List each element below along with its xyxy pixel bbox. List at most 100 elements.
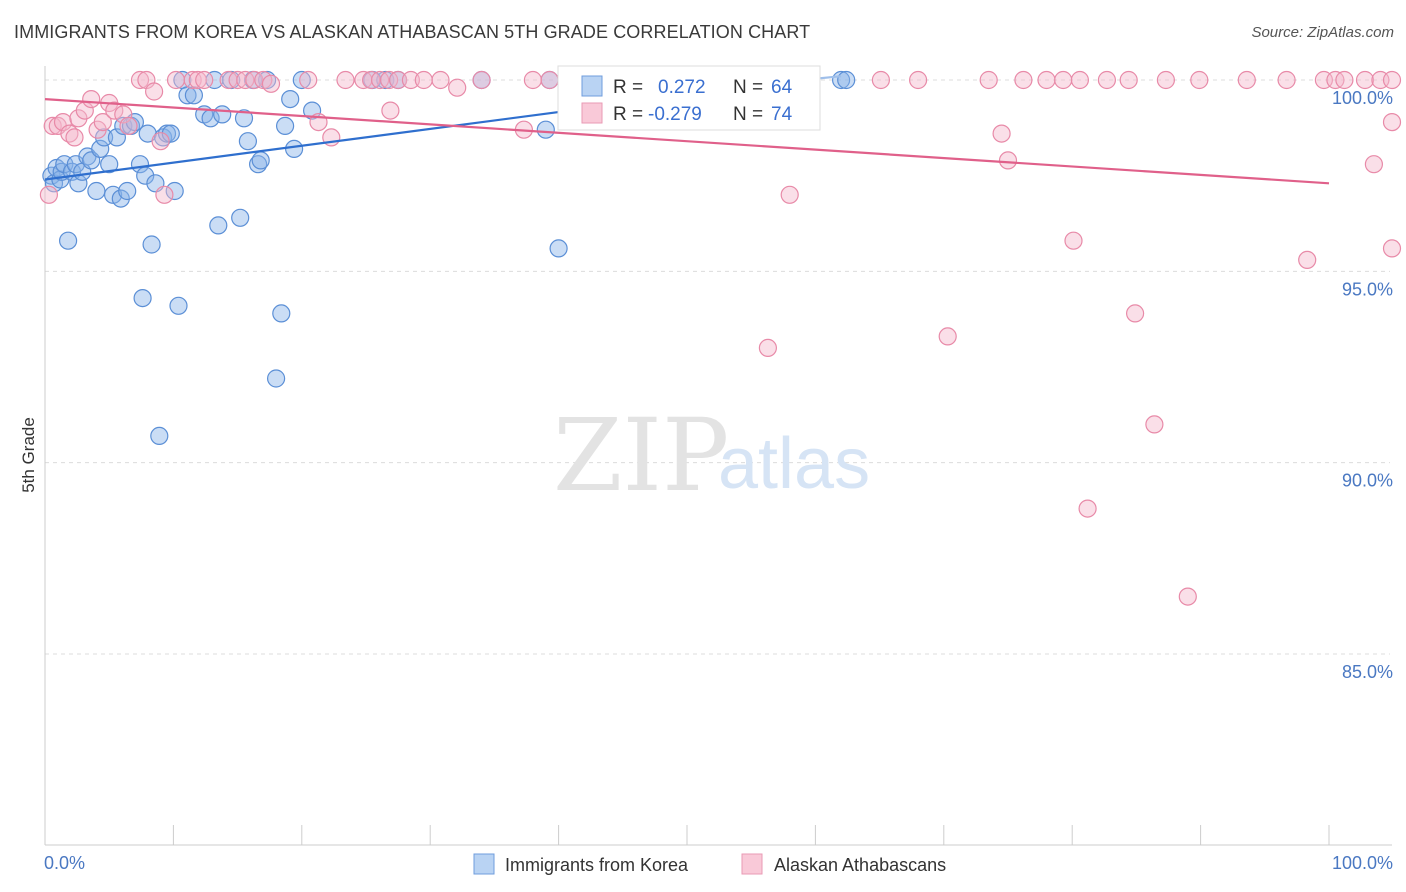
athabascan-point-30 (299, 70, 318, 90)
legend-r-label-athabascan: R = (613, 104, 643, 125)
athabascan-point-83 (1382, 239, 1402, 258)
korea-point-21 (118, 181, 137, 201)
athabascan-point-68 (1125, 304, 1145, 323)
y-axis-title: 5th Grade (19, 417, 38, 493)
legend-swatch-korea (581, 75, 603, 97)
watermark: ZIP atlas (553, 397, 870, 514)
athabascan-point-62 (1054, 70, 1073, 90)
korea-point-45 (231, 208, 250, 227)
legend-n-label-athabascan: N = (733, 104, 763, 125)
athabascan-point-52 (780, 185, 799, 204)
korea-point-30 (150, 426, 169, 445)
athabascan-point-22 (188, 70, 207, 90)
legend-swatch-athabascan (581, 102, 603, 124)
korea-point-16 (100, 155, 119, 174)
korea-point-54 (276, 116, 295, 136)
athabascan-point-73 (1237, 70, 1256, 90)
source-label: Source: ZipAtlas.com (1251, 24, 1394, 41)
x-tick-label-1: 100.0% (1332, 853, 1393, 873)
korea-point-57 (292, 70, 311, 90)
watermark-atlas: atlas (718, 424, 870, 504)
athabascan-point-12 (105, 101, 124, 120)
athabascan-point-58 (992, 124, 1011, 143)
bottom-legend-swatch-athabascan (741, 853, 763, 875)
legend-r-value-athabascan: -0.279 (648, 104, 702, 125)
chart-title: IMMIGRANTS FROM KOREA VS ALASKAN ATHABAS… (14, 22, 811, 42)
athabascan-point-64 (1070, 70, 1090, 90)
korea-point-25 (133, 289, 152, 308)
athabascan-point-57 (979, 70, 998, 90)
athabascan-point-79 (1355, 70, 1375, 90)
athabascan-point-67 (1119, 70, 1138, 90)
athabascan-point-75 (1298, 250, 1317, 269)
athabascan-point-63 (1064, 231, 1083, 250)
korea-point-32 (157, 124, 177, 143)
athabascan-point-8 (82, 89, 101, 109)
athabascan-point-80 (1364, 155, 1384, 174)
athabascan-point-56 (938, 327, 957, 346)
athabascan-point-17 (145, 82, 164, 101)
bottom-legend-label-athabascan: Alaskan Athabascans (774, 855, 946, 875)
korea-point-43 (213, 105, 232, 124)
legend-r-value-korea: 0.272 (658, 77, 706, 98)
athabascan-point-65 (1078, 499, 1097, 518)
athabascan-point-41 (414, 70, 433, 90)
athabascan-point-70 (1156, 70, 1176, 90)
athabascan-point-66 (1097, 70, 1117, 90)
legend-n-label-korea: N = (733, 77, 763, 98)
athabascan-point-44 (472, 70, 491, 90)
axes (44, 66, 1392, 846)
athabascan-point-59 (998, 151, 1018, 170)
watermark-zip: ZIP (553, 397, 729, 514)
x-tick-label-0: 0.0% (44, 853, 85, 873)
gridlines (45, 79, 1390, 655)
data-points (39, 70, 1402, 606)
athabascan-point-0 (39, 185, 59, 204)
korea-point-18 (107, 128, 127, 147)
athabascan-point-39 (389, 70, 408, 90)
athabascan-point-72 (1190, 70, 1209, 90)
korea-point-58 (303, 101, 322, 120)
athabascan-point-29 (261, 74, 281, 93)
athabascan-point-74 (1277, 70, 1296, 90)
athabascan-point-78 (1335, 70, 1354, 90)
athabascan-point-69 (1145, 415, 1164, 434)
athabascan-point-82 (1382, 112, 1402, 132)
athabascan-point-42 (431, 70, 450, 90)
athabascan-point-19 (155, 185, 174, 204)
athabascan-trend-line (44, 98, 1330, 185)
top-legend: R = 0.272 N = 64 R = -0.279 N = 74 (557, 65, 821, 131)
korea-point-46 (234, 109, 254, 128)
athabascan-point-33 (336, 70, 355, 90)
korea-point-28 (142, 235, 161, 254)
athabascan-point-13 (114, 105, 133, 124)
athabascan-point-53 (758, 338, 778, 357)
athabascan-point-20 (166, 70, 186, 90)
y-tick-label-0: 85.0% (1342, 662, 1393, 682)
korea-point-63 (536, 120, 555, 139)
athabascan-point-18 (151, 132, 170, 151)
athabascan-point-14 (119, 116, 138, 136)
legend-n-value-korea: 64 (771, 77, 793, 98)
korea-point-65 (549, 239, 568, 258)
korea-point-42 (209, 216, 228, 235)
y-tick-label-3: 100.0% (1332, 88, 1393, 108)
y-tick-label-2: 95.0% (1342, 279, 1393, 299)
athabascan-point-38 (381, 101, 400, 120)
korea-point-60 (376, 70, 395, 90)
legend-r-label-korea: R = (613, 77, 643, 98)
athabascan-point-84 (1382, 70, 1402, 90)
athabascan-point-54 (871, 70, 891, 90)
korea-point-34 (165, 181, 184, 201)
athabascan-point-3 (53, 112, 73, 132)
korea-point-55 (281, 89, 300, 109)
korea-point-6 (58, 231, 78, 250)
korea-point-67 (837, 70, 856, 90)
y-tick-label-1: 90.0% (1342, 471, 1393, 491)
korea-point-33 (161, 124, 180, 143)
athabascan-point-23 (195, 70, 214, 90)
korea-point-56 (285, 139, 304, 158)
athabascan-point-55 (908, 70, 928, 90)
korea-point-35 (169, 296, 188, 315)
